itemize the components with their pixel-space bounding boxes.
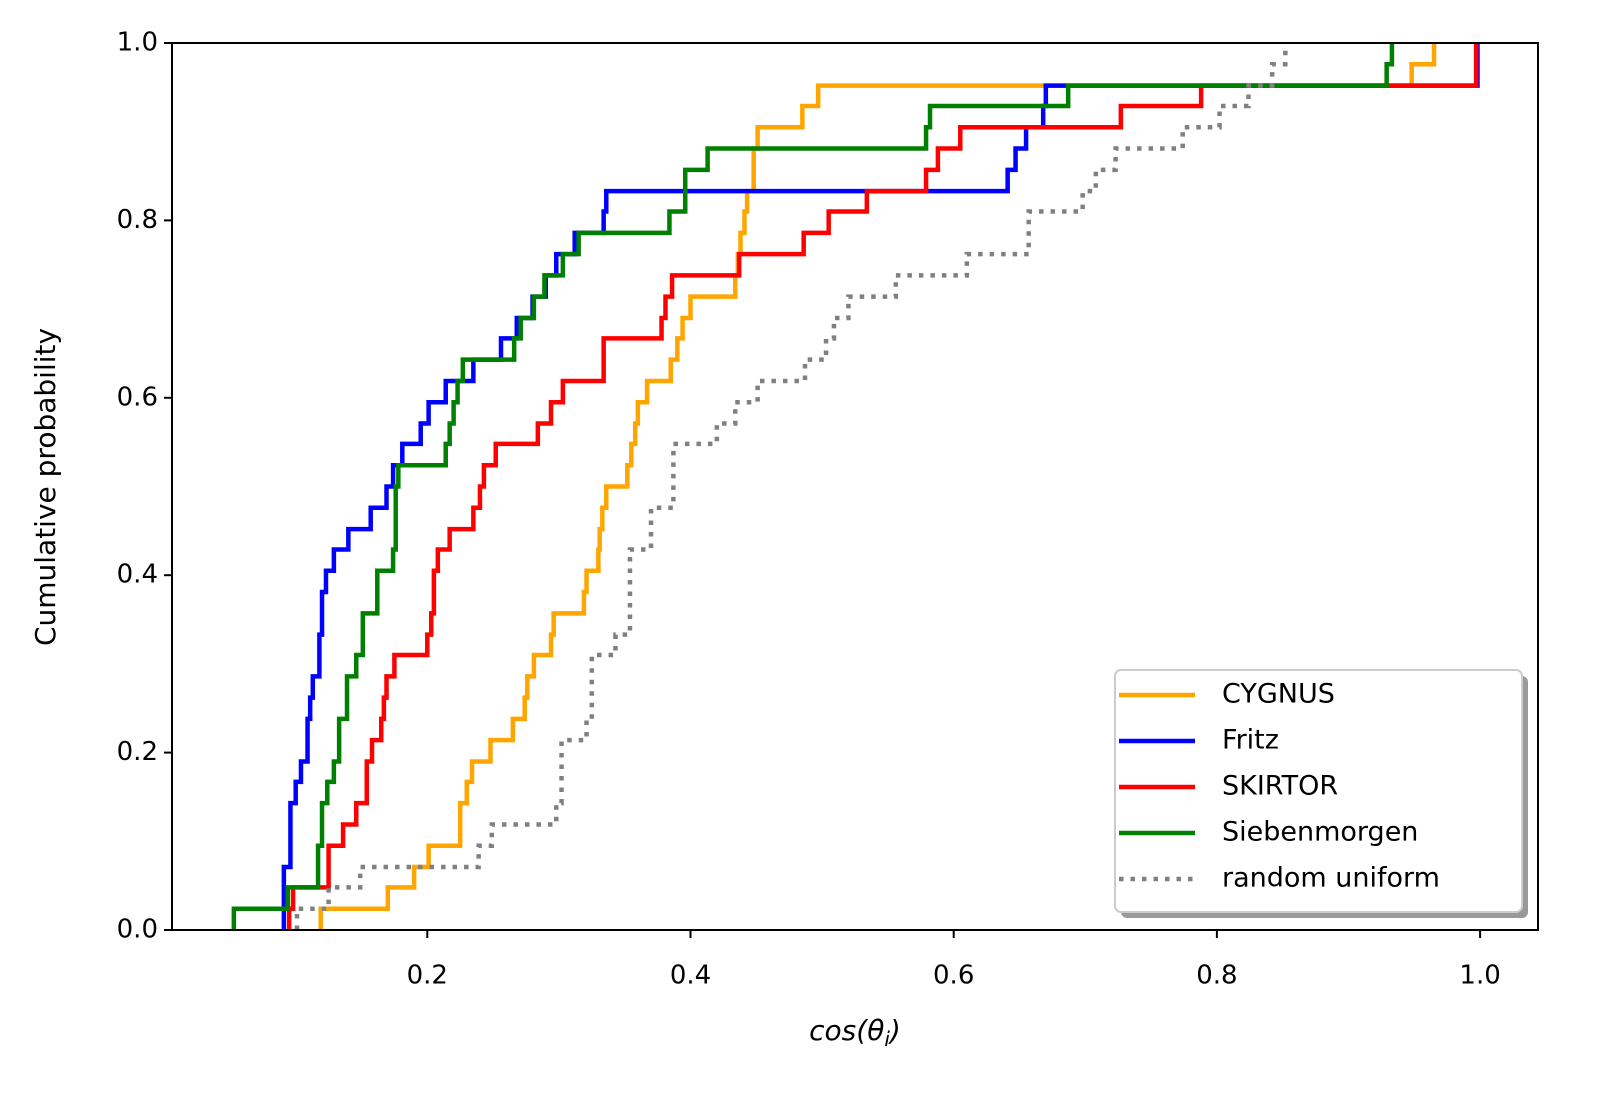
x-tick-label: 1.0 <box>1459 961 1500 991</box>
y-tick-label: 0.4 <box>117 560 158 590</box>
x-tick-label: 0.8 <box>1196 961 1237 991</box>
x-label-sub: i <box>884 1027 890 1051</box>
ecdf-line <box>318 43 1437 930</box>
y-axis-label: Cumulative probability <box>29 328 62 646</box>
x-tick-label: 0.2 <box>407 961 448 991</box>
legend-label: SKIRTOR <box>1222 771 1338 802</box>
legend-box <box>1114 669 1523 913</box>
x-tick-label: 0.6 <box>933 961 974 991</box>
ecdf-line <box>294 43 1288 930</box>
x-label-part: cos(θ <box>809 1014 884 1047</box>
y-tick-label: 1.0 <box>117 28 158 58</box>
legend-label: random uniform <box>1222 863 1440 894</box>
y-tick-label: 0.0 <box>117 915 158 945</box>
legend-label: CYGNUS <box>1222 679 1335 710</box>
ecdf-line <box>286 43 1479 930</box>
x-axis-label: cos(θi) <box>809 1014 901 1051</box>
axes-frame <box>171 42 1539 931</box>
legend-label: Siebenmorgen <box>1222 817 1418 848</box>
y-tick-label: 0.6 <box>117 382 158 412</box>
ecdf-line <box>231 43 1395 930</box>
plot-area <box>231 43 1480 930</box>
y-tick-label: 0.8 <box>117 205 158 235</box>
x-tick-label: 0.4 <box>670 961 711 991</box>
legend-label: Fritz <box>1222 725 1279 756</box>
legend: CYGNUS Fritz SKIRTOR Siebenmorgen random uni… <box>1114 669 1528 918</box>
y-tick-label: 0.2 <box>117 737 158 767</box>
ecdf-line <box>281 43 1480 930</box>
x-label-part: ) <box>888 1014 901 1047</box>
